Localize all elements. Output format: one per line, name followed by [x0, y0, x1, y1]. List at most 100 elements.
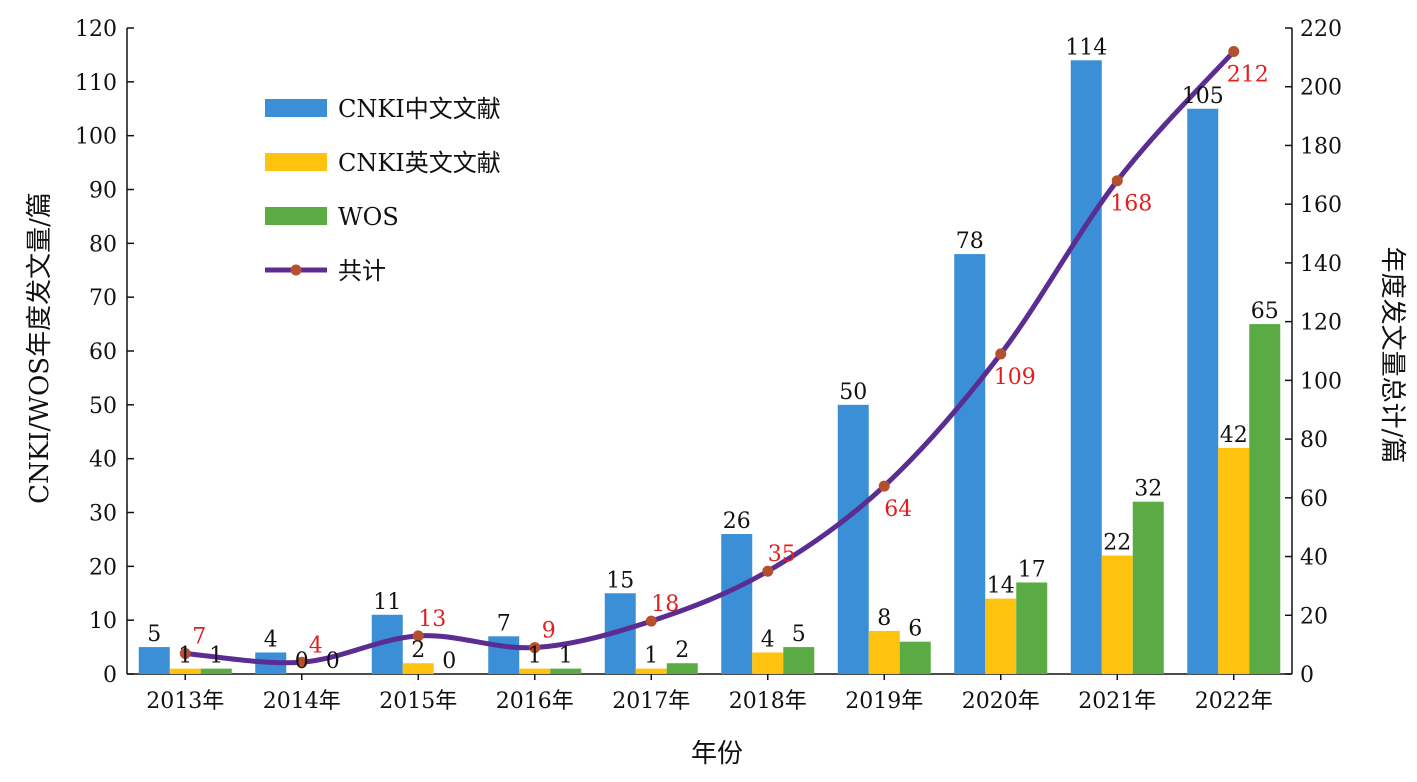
- bar-1: [721, 534, 753, 674]
- total-point: [762, 565, 774, 577]
- legend-line-marker: [290, 264, 302, 276]
- x-tick-label: 2019年: [845, 689, 923, 714]
- total-series-line: [182, 48, 1237, 666]
- bar-value-label: 0: [442, 649, 456, 674]
- bar-value-label: 65: [1251, 299, 1279, 324]
- total-value-label: 64: [884, 497, 912, 522]
- x-tick-label: 2015年: [379, 689, 457, 714]
- bar-1: [954, 254, 986, 674]
- y-tick-label: 120: [75, 17, 117, 42]
- y2-tick-label: 60: [1300, 487, 1328, 512]
- y2-tick-label: 220: [1300, 17, 1342, 42]
- bar-value-label: 0: [326, 649, 340, 674]
- bar-2: [1218, 447, 1250, 674]
- y-tick-label: 20: [89, 555, 117, 580]
- bar-value-label: 1: [209, 644, 223, 669]
- bar-value-label: 6: [908, 617, 922, 642]
- bar-value-label: 26: [723, 509, 751, 534]
- total-value-label: 168: [1110, 192, 1152, 217]
- bar-2: [985, 598, 1017, 674]
- bar-value-label: 7: [497, 611, 511, 636]
- bar-value-label: 5: [792, 622, 806, 647]
- bar-2: [519, 668, 551, 674]
- total-point: [1111, 175, 1123, 187]
- y2-tick-label: 0: [1300, 663, 1314, 688]
- y-tick-label: 100: [75, 125, 117, 150]
- legend-swatch-2: [265, 153, 327, 171]
- bar-value-label: 32: [1134, 477, 1162, 502]
- total-value-label: 7: [192, 624, 206, 649]
- y2-tick-label: 180: [1300, 134, 1342, 159]
- y2-tick-label: 40: [1300, 546, 1328, 571]
- x-tick-label: 2016年: [496, 689, 574, 714]
- x-axis-title: 年份: [691, 739, 743, 769]
- bar-value-label: 8: [877, 606, 891, 631]
- total-point: [529, 642, 541, 654]
- bar-1: [138, 647, 170, 674]
- total-point: [179, 647, 191, 659]
- bar-value-label: 1: [528, 644, 542, 669]
- total-point: [995, 348, 1007, 360]
- bar-3: [1132, 501, 1164, 674]
- x-tick-label: 2017年: [612, 689, 690, 714]
- bar-2: [402, 663, 434, 674]
- bar-value-label: 2: [411, 638, 425, 663]
- total-point: [1228, 45, 1240, 57]
- bar-2: [1101, 555, 1133, 674]
- bar-3: [200, 668, 232, 674]
- legend-label: CNKI英文文献: [338, 149, 501, 177]
- total-value-label: 35: [768, 542, 796, 567]
- bar-value-label: 42: [1220, 423, 1248, 448]
- total-value-label: 13: [418, 607, 446, 632]
- bar-2: [752, 652, 784, 674]
- y-tick-label: 10: [89, 609, 117, 634]
- y-tick-label: 50: [89, 394, 117, 419]
- total-value-label: 9: [542, 619, 556, 644]
- y-tick-label: 90: [89, 179, 117, 204]
- total-point: [645, 615, 657, 627]
- bar-3: [783, 647, 815, 674]
- y-tick-label: 60: [89, 340, 117, 365]
- bar-value-label: 4: [761, 627, 775, 652]
- total-value-label: 109: [994, 365, 1036, 390]
- bar-3: [550, 668, 582, 674]
- bar-value-label: 5: [147, 622, 161, 647]
- bar-value-label: 22: [1103, 531, 1131, 556]
- bar-value-label: 0: [295, 649, 309, 674]
- y-tick-label: 110: [75, 71, 117, 96]
- bar-3: [666, 663, 698, 674]
- legend-label: CNKI中文文献: [338, 95, 501, 123]
- y2-tick-label: 20: [1300, 604, 1328, 629]
- bar-value-label: 50: [839, 380, 867, 405]
- y2-tick-label: 80: [1300, 428, 1328, 453]
- bar-value-label: 15: [606, 568, 634, 593]
- y2-axis-title: 年度发文量总计/篇: [1377, 247, 1407, 464]
- x-tick-label: 2020年: [962, 689, 1040, 714]
- total-value-label: 4: [309, 633, 323, 658]
- y2-tick-label: 140: [1300, 252, 1342, 277]
- bar-2: [868, 630, 900, 674]
- total-point: [412, 630, 424, 642]
- y-tick-label: 0: [103, 663, 117, 688]
- total-line: [179, 45, 1240, 668]
- bar-1: [837, 404, 869, 674]
- bar-value-label: 17: [1018, 557, 1046, 582]
- bar-3: [899, 641, 931, 674]
- total-value-label: 18: [651, 592, 679, 617]
- bars: [138, 60, 1281, 675]
- total-value-label: 212: [1227, 62, 1269, 87]
- bar-1: [1187, 108, 1219, 674]
- y-tick-label: 40: [89, 448, 117, 473]
- bar-1: [488, 636, 520, 674]
- bar-value-label: 114: [1065, 35, 1107, 60]
- x-tick-label: 2013年: [146, 689, 224, 714]
- y-axis-title: CNKI/WOS年度发文量/篇: [25, 192, 55, 504]
- bar-value-label: 78: [956, 229, 984, 254]
- axes: 0102030405060708090100110120020406080100…: [75, 17, 1342, 714]
- x-tick-label: 2014年: [263, 689, 341, 714]
- y2-tick-label: 160: [1300, 193, 1342, 218]
- legend-swatch-3: [265, 207, 327, 225]
- total-point: [296, 656, 308, 668]
- bar-value-label: 2: [675, 638, 689, 663]
